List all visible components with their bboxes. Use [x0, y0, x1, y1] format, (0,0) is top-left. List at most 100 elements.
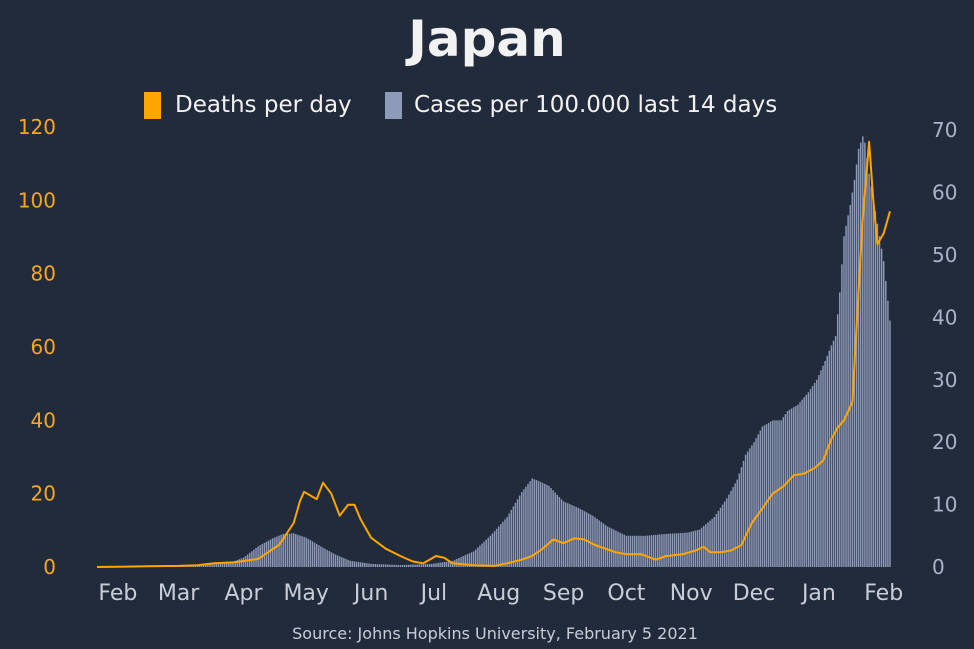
cases-bar: [368, 563, 370, 567]
x-tick-label: Apr: [224, 581, 263, 606]
cases-bars: [108, 136, 891, 568]
cases-bar: [303, 536, 305, 567]
cases-bar: [567, 503, 569, 567]
cases-bar: [742, 460, 745, 567]
cases-bar: [621, 533, 623, 567]
cases-bar: [874, 211, 877, 567]
cases-bar: [489, 535, 492, 567]
cases-bar: [466, 554, 469, 567]
cases-bar: [426, 564, 429, 567]
cases-bar: [711, 518, 713, 567]
cases-bar: [462, 556, 464, 567]
cases-bar: [338, 556, 341, 567]
cases-bar: [292, 533, 295, 567]
cases-bar: [485, 539, 487, 567]
y-right-tick-label: 20: [932, 430, 957, 454]
y-right-tick-label: 60: [932, 181, 957, 205]
cases-bar: [636, 535, 638, 567]
cases-bar: [374, 564, 377, 567]
y-left-tick-label: 80: [31, 262, 56, 286]
cases-bar: [786, 410, 789, 567]
cases-bar: [439, 562, 441, 567]
cases-bar: [849, 205, 851, 567]
cases-bar: [498, 526, 500, 567]
cases-bar: [851, 192, 854, 567]
cases-bar: [257, 546, 259, 567]
cases-bar: [518, 495, 521, 567]
cases-bar: [267, 540, 270, 567]
cases-bar: [309, 540, 312, 567]
y-axis-left: 0 20 40 60 80 100 120: [18, 115, 56, 579]
cases-bar: [753, 442, 755, 567]
cases-bar: [596, 518, 598, 567]
x-tick-label: Jul: [419, 581, 448, 606]
cases-bar: [514, 502, 517, 567]
cases-bar: [202, 564, 205, 567]
cases-bar: [862, 136, 864, 568]
legend-label-cases: Cases per 100.000 last 14 days: [414, 92, 777, 118]
cases-bar: [510, 509, 513, 567]
cases-bar: [255, 548, 257, 567]
cases-bar: [684, 532, 686, 567]
cases-bar: [336, 555, 339, 567]
cases-bar: [351, 561, 353, 567]
cases-bar: [318, 545, 320, 567]
cases-bar: [500, 524, 502, 567]
cases-bar: [516, 499, 519, 567]
cases-bar: [730, 490, 732, 567]
cases-bar: [788, 409, 791, 567]
cases-bar: [397, 565, 400, 567]
cases-bar: [414, 564, 416, 567]
y-right-tick-label: 30: [932, 368, 957, 392]
cases-bar: [801, 399, 803, 567]
cases-bar: [393, 564, 395, 567]
cases-bar: [311, 541, 314, 567]
cases-bar: [859, 142, 862, 567]
cases-bar: [295, 534, 297, 567]
cases-bar: [347, 559, 349, 567]
cases-bar: [399, 565, 402, 567]
cases-bar: [554, 492, 556, 567]
cases-bar: [592, 515, 594, 567]
cases-bar: [443, 562, 446, 567]
cases-bar: [288, 533, 291, 567]
cases-bar: [305, 537, 307, 567]
cases-bar: [364, 562, 366, 567]
cases-bar: [652, 535, 655, 567]
cases-bar: [719, 507, 722, 567]
cases-bar: [623, 534, 625, 567]
cases-bar: [759, 430, 761, 567]
cases-bar: [353, 561, 356, 567]
y-axis-right: 0 10 20 30 40 50 60 70: [932, 118, 957, 579]
cases-bar: [441, 562, 443, 567]
cases-bar: [828, 350, 831, 567]
cases-bar: [638, 535, 640, 567]
cases-bar: [573, 505, 575, 567]
cases-bar: [598, 520, 600, 567]
cases-bar: [629, 535, 632, 567]
cases-bar: [671, 533, 674, 567]
cases-bar: [575, 506, 577, 567]
cases-bar: [673, 533, 676, 567]
deaths-line: [96, 140, 891, 568]
cases-bar: [556, 494, 559, 567]
cases-bar: [395, 564, 397, 567]
cases-bar: [782, 417, 785, 567]
cases-bar: [836, 314, 839, 567]
cases-bar: [740, 467, 743, 567]
cases-bar: [805, 394, 808, 567]
cases-bar: [627, 535, 630, 567]
cases-bar: [539, 481, 542, 567]
cases-bar: [590, 514, 592, 567]
cases-bar: [738, 473, 741, 567]
cases-bar: [527, 483, 529, 567]
cases-bar: [479, 545, 481, 567]
cases-bar: [531, 478, 533, 567]
x-tick-label: Oct: [607, 581, 645, 606]
legend: Deaths per day Cases per 100.000 last 14…: [144, 92, 777, 119]
cases-bar: [431, 563, 433, 567]
cases-bar: [887, 300, 889, 567]
x-tick-label: Jan: [800, 581, 836, 606]
cases-bar: [355, 561, 358, 567]
